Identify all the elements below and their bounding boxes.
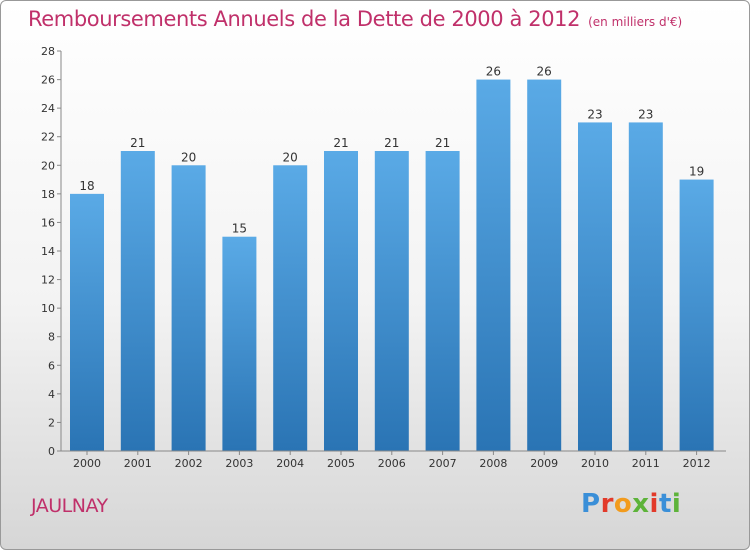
x-tick-label: 2001 <box>124 457 152 470</box>
bar-value-label: 23 <box>638 107 653 121</box>
bar <box>374 151 409 451</box>
bars: 18 21 20 15 20 21 21 21 26 26 23 23 19 <box>70 65 714 452</box>
bar <box>628 122 663 451</box>
bar-value-label: 21 <box>333 136 348 150</box>
bar-value-label: 26 <box>486 65 501 79</box>
y-tick-label: 8 <box>48 331 55 344</box>
bar-value-label: 18 <box>79 179 94 193</box>
y-tick-label: 4 <box>48 388 55 401</box>
proxiti-logo: Proxiti <box>581 489 681 519</box>
y-tick-label: 12 <box>41 274 55 287</box>
y-tick-label: 0 <box>48 445 55 458</box>
bar <box>120 151 155 451</box>
logo-letter: x <box>632 489 650 519</box>
y-tick-label: 18 <box>41 188 55 201</box>
y-tick-label: 28 <box>41 45 55 58</box>
bar-value-label: 23 <box>587 107 602 121</box>
bar <box>679 179 714 452</box>
chart-unit: (en milliers d'€) <box>588 15 683 29</box>
bar-value-label: 26 <box>537 65 552 79</box>
x-tick-label: 2002 <box>175 457 203 470</box>
x-tick-label: 2006 <box>378 457 406 470</box>
y-tick-label: 26 <box>41 74 55 87</box>
x-tick-label: 2009 <box>530 457 558 470</box>
bar <box>527 79 562 452</box>
bar <box>324 151 358 451</box>
bar-value-label: 20 <box>283 150 298 164</box>
logo-letter: r <box>600 489 614 519</box>
y-tick-label: 6 <box>48 359 55 372</box>
bar-value-label: 19 <box>689 165 704 179</box>
x-tick-label: 2004 <box>276 457 304 470</box>
y-tick-label: 2 <box>48 416 55 429</box>
bar-value-label: 21 <box>435 136 450 150</box>
x-tick-label: 2012 <box>683 457 711 470</box>
logo-letter: P <box>581 489 601 519</box>
y-tick-label: 24 <box>41 102 55 115</box>
x-tick-label: 2011 <box>632 457 660 470</box>
bar <box>70 193 104 451</box>
bar-value-label: 15 <box>232 222 247 236</box>
x-tick-label: 2005 <box>327 457 355 470</box>
chart-title-text: Remboursements Annuels de la Dette de 20… <box>28 7 581 31</box>
bar-value-label: 21 <box>130 136 145 150</box>
x-tick-label: 2007 <box>429 457 457 470</box>
bar <box>425 151 460 451</box>
bar <box>476 79 511 452</box>
bar <box>222 236 257 451</box>
bar-value-label: 21 <box>384 136 399 150</box>
y-tick-label: 16 <box>41 216 55 229</box>
logo-letter: i <box>671 489 682 519</box>
bar-value-label: 20 <box>181 150 196 164</box>
y-tick-label: 14 <box>41 245 55 258</box>
bar <box>273 165 308 452</box>
bar <box>578 122 612 451</box>
x-tick-label: 2000 <box>73 457 101 470</box>
x-axis: 2000 2001 2002 2003 2004 2005 2006 2007 2008 2009… <box>61 450 726 470</box>
chart-title: Remboursements Annuels de la Dette de 20… <box>28 7 682 31</box>
bar <box>171 165 206 452</box>
x-tick-label: 2008 <box>479 457 507 470</box>
x-tick-label: 2003 <box>225 457 253 470</box>
y-tick-label: 20 <box>41 159 55 172</box>
commune-name: JAULNAY <box>31 495 108 517</box>
y-tick-label: 10 <box>41 302 55 315</box>
logo-letter: i <box>649 489 659 519</box>
x-tick-label: 2010 <box>581 457 609 470</box>
y-tick-label: 22 <box>41 131 55 144</box>
logo-letter: o <box>613 489 633 519</box>
logo-letter: t <box>658 489 672 519</box>
